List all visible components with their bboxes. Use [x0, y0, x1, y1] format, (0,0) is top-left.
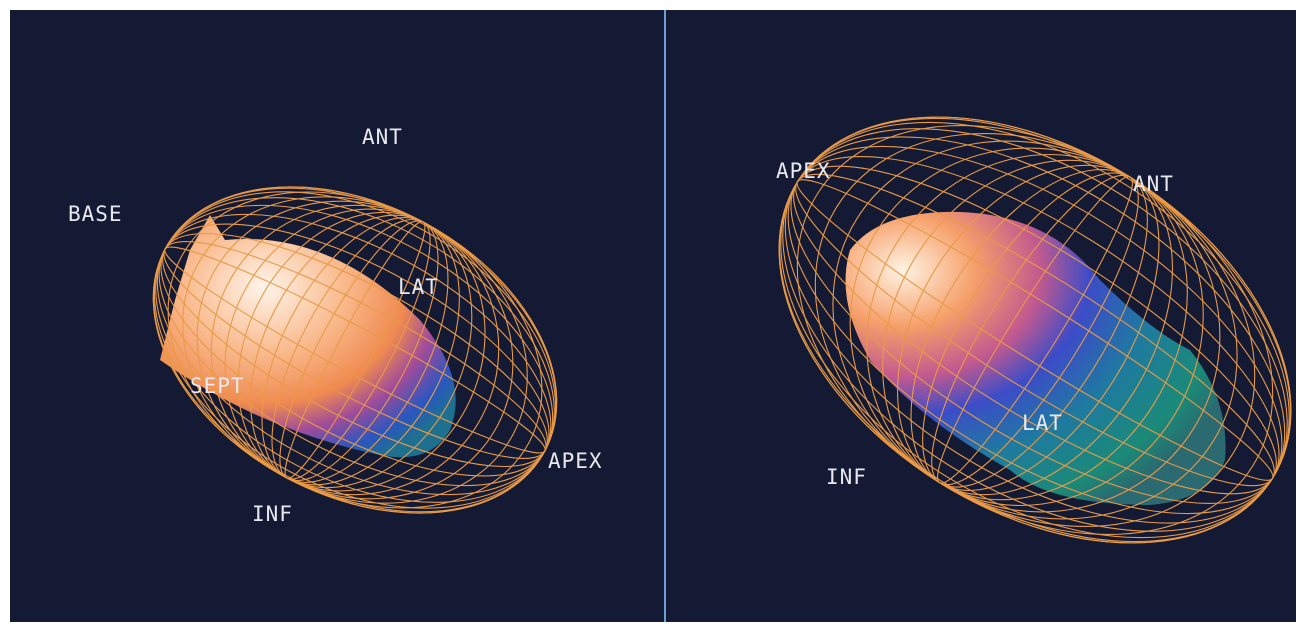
label: LAT [398, 275, 439, 299]
label: INF [826, 465, 867, 489]
label: ANT [362, 125, 403, 149]
label: APEX [548, 449, 603, 473]
figure: ANT BASE LAT SEPT APEX INF APEX ANT LAT … [0, 0, 1304, 632]
label: ANT [1133, 172, 1174, 196]
label: LAT [1022, 411, 1063, 435]
label: SEPT [190, 374, 245, 398]
label: APEX [776, 159, 831, 183]
label: BASE [68, 202, 123, 226]
label: INF [252, 502, 293, 526]
page: ANT BASE LAT SEPT APEX INF APEX ANT LAT … [0, 0, 1304, 632]
